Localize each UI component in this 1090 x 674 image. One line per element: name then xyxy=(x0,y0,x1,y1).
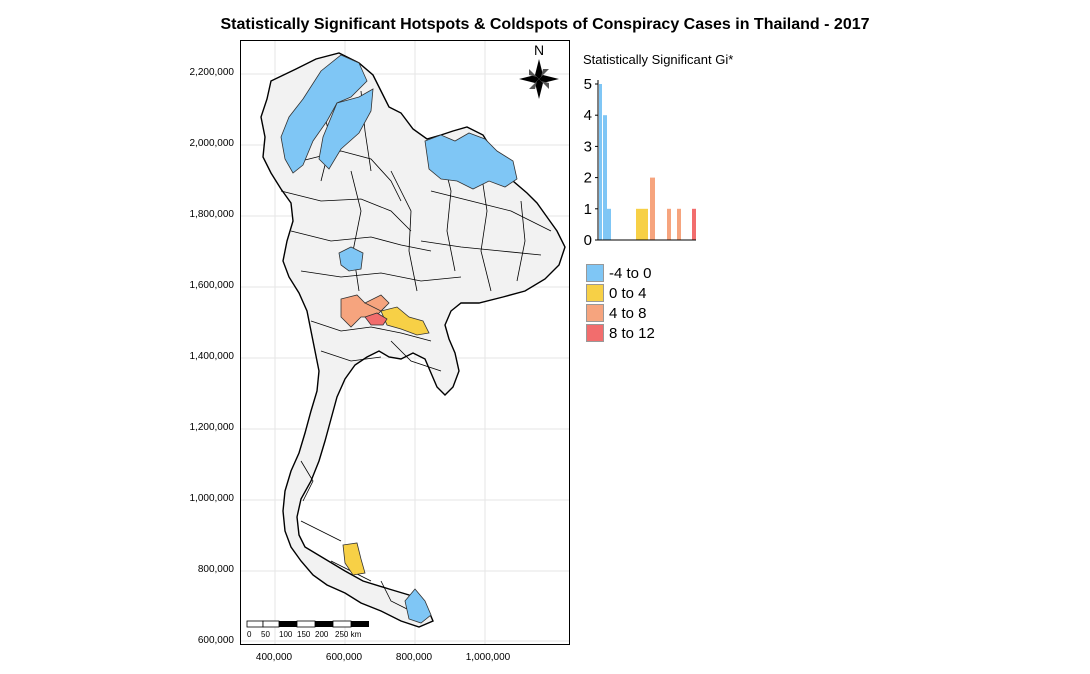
histogram-tick-label: 3 xyxy=(584,138,592,155)
coldspot-provinces xyxy=(280,54,518,624)
histogram-bar xyxy=(599,84,602,240)
map-title: Statistically Significant Hotspots & Col… xyxy=(220,16,870,33)
histogram-y-ticks: 0 1 2 3 4 5 xyxy=(584,76,598,249)
histogram-tick-label: 4 xyxy=(584,107,592,124)
y-tick-label: 2,000,000 xyxy=(189,138,235,149)
x-tick-label: 800,000 xyxy=(395,652,433,663)
y-tick-label: 600,000 xyxy=(197,635,234,646)
y-tick-label: 1,200,000 xyxy=(189,422,235,433)
histogram-bars xyxy=(599,84,696,240)
x-tick-label: 600,000 xyxy=(325,652,363,663)
legend-swatch xyxy=(586,264,604,282)
histogram-bar xyxy=(603,115,607,240)
hottest-provinces xyxy=(364,312,388,326)
histogram-bar xyxy=(607,208,611,240)
legend-swatch xyxy=(586,324,604,342)
histogram-bar xyxy=(667,208,671,240)
histogram-tick-label: 2 xyxy=(584,170,592,187)
histogram-bar xyxy=(642,208,648,240)
north-label: N xyxy=(534,42,544,58)
y-tick-label: 1,400,000 xyxy=(189,351,235,362)
scale-bar: 0 50 100 150 200 250 km xyxy=(246,620,369,639)
y-tick-label: 1,600,000 xyxy=(189,280,235,291)
map-canvas: N 0 50 100 150 200 250 km xyxy=(241,41,569,644)
legend-item: 0 to 4 xyxy=(586,283,655,303)
histogram-bar xyxy=(650,177,655,240)
x-tick-label: 1,000,000 xyxy=(465,652,511,663)
histogram-chart: 0 1 2 3 4 5 xyxy=(584,76,696,249)
y-tick-label: 800,000 xyxy=(197,564,234,575)
legend: -4 to 0 0 to 4 4 to 8 8 to 12 xyxy=(586,263,655,343)
scale-label-1: 50 xyxy=(261,630,270,639)
map-panel: N 0 50 100 150 200 250 km xyxy=(240,40,570,645)
y-tick-label: 1,800,000 xyxy=(189,209,235,220)
scale-label-2: 100 xyxy=(279,630,293,639)
histogram-tick-label: 1 xyxy=(584,201,592,218)
legend-swatch xyxy=(586,304,604,322)
legend-item: 4 to 8 xyxy=(586,303,655,323)
scale-label-3: 150 xyxy=(297,630,311,639)
scale-label-0: 0 xyxy=(247,630,252,639)
histogram-bar xyxy=(636,208,642,240)
north-arrow-icon: N xyxy=(519,42,559,99)
legend-item: -4 to 0 xyxy=(586,263,655,283)
histogram-tick-label: 0 xyxy=(584,232,592,249)
scale-label-5: 250 km xyxy=(335,630,362,639)
x-tick-label: 400,000 xyxy=(255,652,293,663)
legend-item: 8 to 12 xyxy=(586,323,655,343)
histogram-tick-label: 5 xyxy=(584,76,592,93)
hot-provinces xyxy=(340,294,390,328)
y-tick-label: 2,200,000 xyxy=(189,67,235,78)
histogram-title: Statistically Significant Gi* xyxy=(583,52,734,67)
legend-label: 0 to 4 xyxy=(609,284,647,302)
scale-label-4: 200 xyxy=(315,630,329,639)
legend-label: 8 to 12 xyxy=(609,324,655,342)
legend-label: -4 to 0 xyxy=(609,264,652,282)
legend-swatch xyxy=(586,284,604,302)
warm-provinces xyxy=(342,306,430,576)
legend-label: 4 to 8 xyxy=(609,304,647,322)
y-tick-label: 1,000,000 xyxy=(189,493,235,504)
histogram-bar xyxy=(677,208,681,240)
histogram-bar xyxy=(692,208,696,240)
